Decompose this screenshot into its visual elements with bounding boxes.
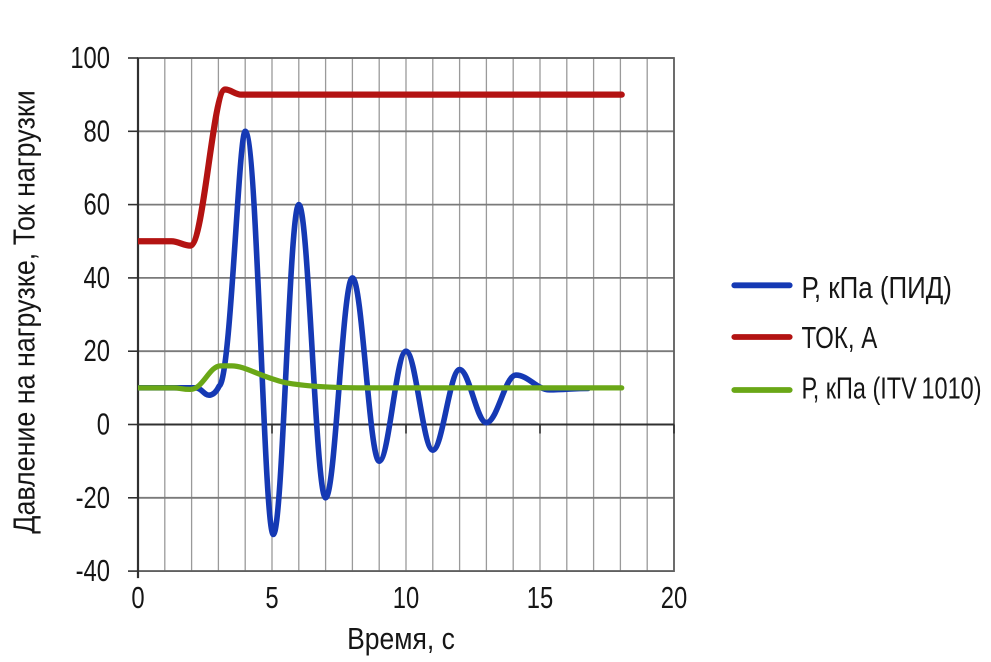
svg-text:20: 20 <box>661 580 687 615</box>
svg-text:-20: -20 <box>76 480 110 515</box>
svg-text:100: 100 <box>70 40 110 75</box>
svg-text:10: 10 <box>393 580 419 615</box>
svg-text:0: 0 <box>131 580 144 615</box>
svg-text:Время, с: Время, с <box>347 622 455 656</box>
svg-text:Р, кПа (ITV 1010): Р, кПа (ITV 1010) <box>802 370 982 405</box>
svg-text:-40: -40 <box>76 553 110 588</box>
svg-text:40: 40 <box>84 260 110 295</box>
svg-text:15: 15 <box>527 580 553 615</box>
svg-text:0: 0 <box>97 407 110 442</box>
svg-text:Р, кПа (ПИД): Р, кПа (ПИД) <box>802 270 952 304</box>
svg-text:5: 5 <box>265 580 278 615</box>
svg-text:80: 80 <box>84 113 110 148</box>
svg-text:60: 60 <box>84 187 110 222</box>
svg-text:20: 20 <box>84 333 110 368</box>
svg-text:Давление на нагрузке, Ток нагр: Давление на нагрузке, Ток нагрузки <box>8 90 42 533</box>
svg-text:ТОК, А: ТОК, А <box>802 320 878 354</box>
